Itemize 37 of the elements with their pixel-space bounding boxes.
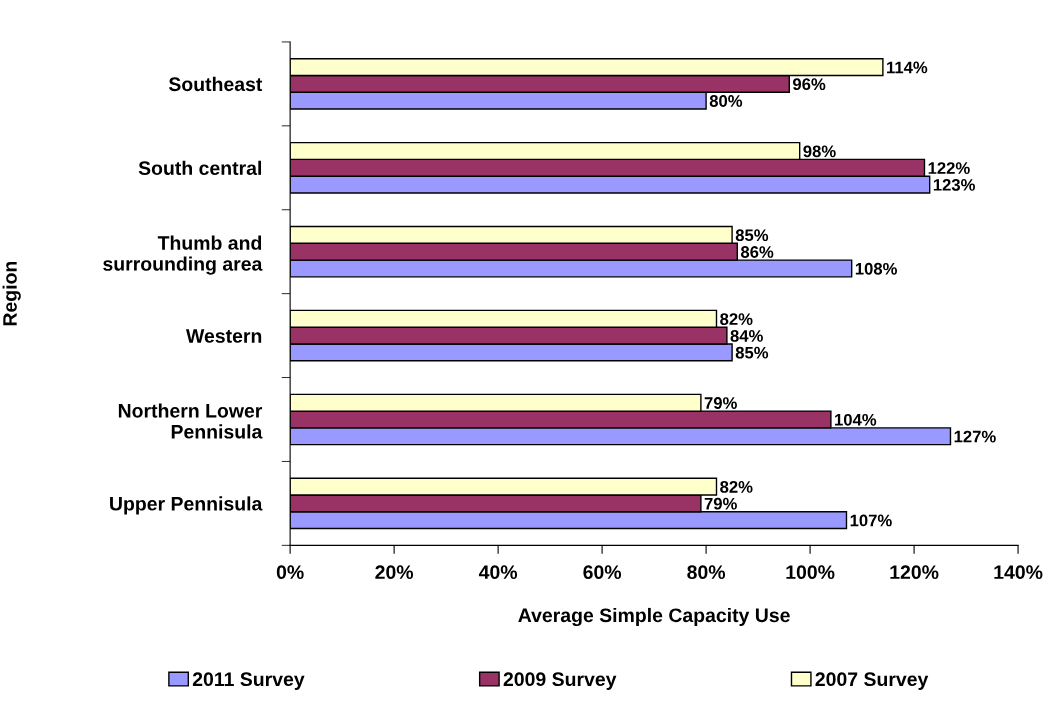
y-axis-title: Region: [2, 261, 21, 326]
x-tick-label: 0%: [276, 565, 304, 580]
x-tick-label: 80%: [687, 565, 726, 580]
data-label: 79%: [704, 397, 737, 409]
data-label: 114%: [887, 61, 928, 74]
data-label: 122%: [928, 162, 970, 174]
data-label: 82%: [720, 481, 753, 493]
x-tick-label: 140%: [994, 565, 1043, 580]
y-tick-label: South central: [138, 160, 261, 176]
x-tick-label: 60%: [583, 565, 622, 580]
x-tick-label: 100%: [786, 565, 835, 580]
y-tick-label: Western: [185, 329, 262, 343]
x-tick-label: 20%: [375, 565, 414, 580]
y-tick-label: Southeast: [168, 76, 263, 92]
x-tick-label: 40%: [478, 565, 518, 580]
data-label: 79%: [704, 497, 737, 510]
y-tick-label: Northern Lower Pennisula: [118, 403, 263, 439]
data-label: 86%: [740, 246, 774, 258]
data-label: 80%: [709, 95, 743, 107]
data-label: 84%: [730, 329, 763, 342]
data-label: 107%: [850, 514, 892, 527]
x-axis-title: Average Simple Capacity Use: [518, 607, 790, 627]
data-label: 96%: [792, 78, 826, 91]
data-label: 85%: [735, 346, 769, 359]
legend-label: 2011 Survey: [192, 672, 305, 690]
data-label: 82%: [720, 313, 753, 326]
data-label: 108%: [855, 262, 897, 275]
data-label: 98%: [803, 145, 836, 158]
y-tick-label: Thumb and surrounding area: [103, 235, 263, 275]
x-tick-label: 120%: [890, 565, 939, 580]
data-label: 104%: [835, 413, 877, 426]
y-tick-label: Upper Pennisula: [110, 496, 263, 515]
legend-label: 2009 Survey: [503, 672, 617, 690]
data-label: 123%: [933, 178, 975, 191]
legend-label: 2007 Survey: [815, 672, 929, 690]
data-label: 85%: [735, 229, 769, 242]
data-label: 127%: [954, 430, 996, 443]
